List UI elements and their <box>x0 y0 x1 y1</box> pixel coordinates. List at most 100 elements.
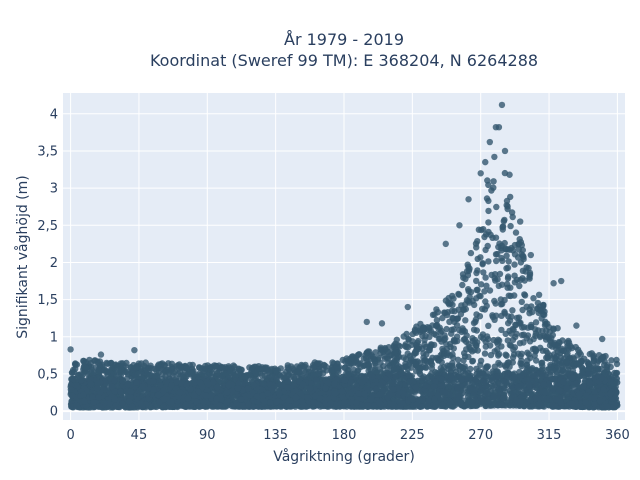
data-point <box>438 327 445 335</box>
data-point <box>613 369 621 377</box>
data-point <box>532 330 540 337</box>
data-point <box>507 222 514 230</box>
data-point <box>509 307 516 314</box>
data-point <box>443 341 450 348</box>
data-point <box>498 254 505 262</box>
data-point <box>479 305 486 313</box>
data-point <box>524 332 532 339</box>
data-point <box>427 359 435 366</box>
data-point <box>469 357 477 365</box>
data-point <box>485 258 492 265</box>
data-point <box>354 367 362 374</box>
data-point <box>284 364 291 371</box>
data-point <box>405 361 412 368</box>
data-point <box>213 370 221 377</box>
data-point <box>421 336 428 343</box>
data-point <box>462 275 469 283</box>
data-point <box>268 373 275 380</box>
data-point <box>477 361 484 368</box>
data-point <box>393 336 400 343</box>
data-point <box>537 307 544 315</box>
data-point <box>329 359 336 366</box>
data-point <box>526 271 534 278</box>
data-point <box>460 336 467 343</box>
data-point <box>493 257 500 265</box>
data-point <box>549 367 557 374</box>
data-point <box>263 366 270 374</box>
data-point <box>385 359 392 367</box>
data-point <box>105 400 113 407</box>
data-point <box>518 298 525 306</box>
data-point <box>412 361 419 369</box>
data-point <box>552 342 559 349</box>
data-point <box>528 321 535 329</box>
data-point <box>512 229 520 236</box>
data-point <box>439 314 446 322</box>
data-point <box>153 372 160 380</box>
data-point <box>142 364 149 371</box>
data-point <box>594 359 601 366</box>
data-point <box>532 319 540 326</box>
data-point <box>462 305 469 313</box>
data-point <box>465 297 472 305</box>
data-point <box>510 326 517 333</box>
data-point <box>479 260 486 267</box>
data-point <box>450 345 457 352</box>
chart-title: År 1979 - 2019 <box>284 30 404 49</box>
data-point <box>87 359 95 367</box>
data-point <box>367 366 374 373</box>
data-point <box>138 360 145 367</box>
data-point <box>504 203 511 210</box>
data-point <box>439 345 446 353</box>
data-point <box>437 364 444 372</box>
data-point <box>183 364 190 372</box>
data-point <box>550 326 557 333</box>
data-point <box>482 231 490 238</box>
data-point <box>319 366 327 373</box>
data-point <box>310 371 317 378</box>
data-point <box>471 346 478 354</box>
data-point <box>472 318 479 326</box>
data-point <box>511 272 518 279</box>
data-point <box>295 368 303 375</box>
data-point <box>608 357 615 364</box>
data-points <box>67 101 621 411</box>
data-point <box>384 348 392 355</box>
data-point <box>613 399 621 406</box>
data-point <box>431 311 438 318</box>
data-point <box>475 226 483 233</box>
data-point <box>525 264 532 272</box>
data-point <box>536 333 544 341</box>
data-point <box>415 337 422 345</box>
data-point <box>433 317 441 324</box>
data-point <box>159 370 166 378</box>
data-point <box>443 325 450 333</box>
data-point <box>237 366 245 373</box>
data-point <box>485 219 492 226</box>
data-point <box>584 370 592 378</box>
data-point <box>501 310 508 317</box>
data-point <box>483 195 491 202</box>
data-point <box>477 254 484 261</box>
data-point <box>607 378 614 385</box>
data-point <box>147 362 154 369</box>
data-point <box>454 384 461 391</box>
data-point <box>481 288 488 295</box>
data-point <box>432 331 439 338</box>
data-point <box>360 355 367 362</box>
data-point <box>345 359 352 366</box>
data-point <box>465 341 472 348</box>
data-point <box>392 348 399 355</box>
data-point <box>377 359 384 366</box>
data-point <box>575 360 583 367</box>
data-point <box>302 361 309 369</box>
data-point <box>490 336 497 344</box>
data-point <box>503 352 510 359</box>
data-point <box>450 354 457 361</box>
data-point <box>504 264 512 271</box>
data-point <box>487 351 495 359</box>
data-point <box>405 336 412 343</box>
data-point <box>123 369 131 376</box>
data-point <box>380 352 387 359</box>
data-point <box>494 250 501 258</box>
